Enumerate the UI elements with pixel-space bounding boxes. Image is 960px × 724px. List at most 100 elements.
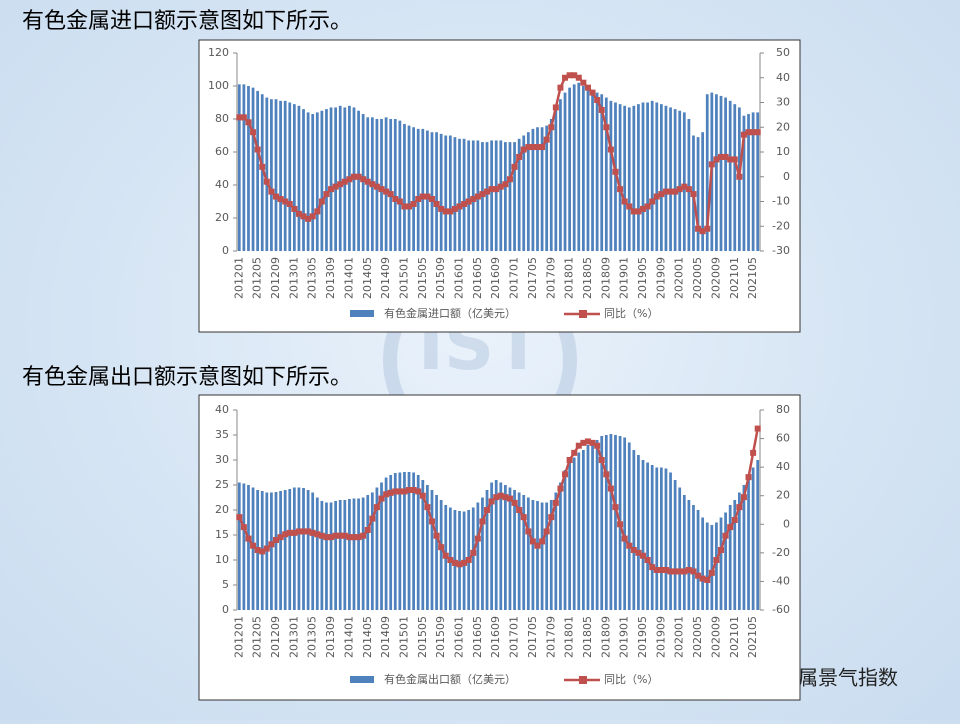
bar [334, 501, 338, 610]
bar [577, 82, 581, 251]
bar [361, 114, 365, 251]
line-marker [603, 471, 610, 478]
x-tick-label: 201405 [361, 616, 374, 658]
bar [614, 435, 617, 610]
line-marker [355, 534, 362, 541]
line-marker [488, 186, 495, 193]
line-marker [383, 491, 390, 498]
line-marker [667, 568, 674, 575]
line-marker [272, 193, 279, 200]
line-marker [419, 193, 426, 200]
line-marker [309, 213, 316, 220]
bar [338, 105, 342, 251]
bar [481, 497, 484, 610]
line-marker [341, 532, 348, 539]
line-marker [745, 474, 752, 481]
bar [398, 472, 402, 610]
x-tick-label: 201209 [269, 257, 282, 299]
bar [435, 132, 438, 251]
chart-title: 有色金属出口额示意图如下所示。 [22, 365, 352, 390]
bar [393, 119, 397, 251]
bar [614, 102, 617, 251]
line-marker [456, 203, 463, 210]
line-marker [566, 72, 573, 79]
bar [375, 487, 379, 610]
line-marker [662, 567, 669, 573]
line-marker [282, 531, 289, 538]
bar [297, 105, 301, 251]
line-marker [254, 547, 261, 553]
bar [563, 470, 567, 610]
bar [623, 105, 627, 251]
bar [444, 135, 448, 251]
line-marker [543, 528, 550, 535]
bar [283, 490, 287, 610]
line-marker [295, 528, 302, 535]
line-marker [461, 559, 468, 566]
bar [476, 502, 480, 610]
line-marker [254, 146, 261, 153]
bar [715, 522, 718, 610]
y-tick-label: 60 [215, 145, 229, 158]
y2-tick-label: 20 [776, 120, 790, 133]
line-marker [474, 193, 481, 200]
x-tick-label: 201505 [416, 257, 429, 299]
x-tick-label: 201309 [324, 257, 337, 299]
bar [701, 517, 705, 610]
y2-tick-label: 60 [776, 432, 790, 445]
line-marker [419, 492, 426, 499]
line-marker [488, 498, 495, 505]
bar [627, 442, 631, 610]
bar [325, 109, 328, 251]
y2-tick-label: 0 [783, 517, 790, 530]
line-marker [369, 181, 376, 188]
line-marker [479, 518, 486, 525]
bar [458, 511, 461, 610]
x-tick-label: 201709 [544, 616, 557, 658]
line-marker [704, 225, 711, 232]
line-marker [621, 535, 628, 542]
line-marker [240, 114, 247, 121]
line-marker [350, 534, 357, 541]
bar [682, 112, 686, 252]
line-marker [754, 425, 761, 432]
line-marker [497, 183, 504, 190]
bar [618, 104, 622, 252]
line-marker [456, 561, 463, 568]
line-marker [745, 129, 752, 136]
bar [742, 115, 746, 251]
bar [687, 119, 691, 251]
y2-tick-label: 40 [776, 71, 790, 84]
bar [348, 499, 351, 610]
line-marker [630, 547, 637, 553]
x-tick-label: 201601 [453, 257, 466, 299]
bar [664, 468, 668, 610]
bar [302, 109, 305, 251]
line-marker [314, 208, 321, 215]
chart: 0 20 40 60 80 100 120 -30 -20 -10 0 10 20 30 40 50 20120… [198, 39, 801, 333]
bar [673, 109, 677, 251]
line-marker [699, 575, 706, 582]
bar [549, 119, 553, 251]
line-marker [433, 532, 440, 539]
line-marker [401, 488, 408, 495]
line-marker [268, 541, 275, 548]
bar [407, 472, 411, 610]
x-tick-label: 201305 [306, 257, 319, 299]
line-marker [575, 74, 582, 81]
bar [292, 487, 296, 610]
line-marker [630, 208, 637, 215]
line-marker [424, 193, 431, 200]
line-marker [534, 542, 541, 549]
bar [540, 502, 544, 610]
bar [751, 467, 755, 610]
line-marker [369, 515, 376, 522]
line-marker [736, 173, 743, 180]
bar [393, 473, 397, 610]
bar [407, 125, 411, 251]
bar [646, 462, 649, 610]
bar [513, 142, 516, 251]
x-tick-label: 201509 [434, 257, 447, 299]
bar [733, 104, 737, 252]
x-tick-label: 202101 [728, 257, 741, 299]
